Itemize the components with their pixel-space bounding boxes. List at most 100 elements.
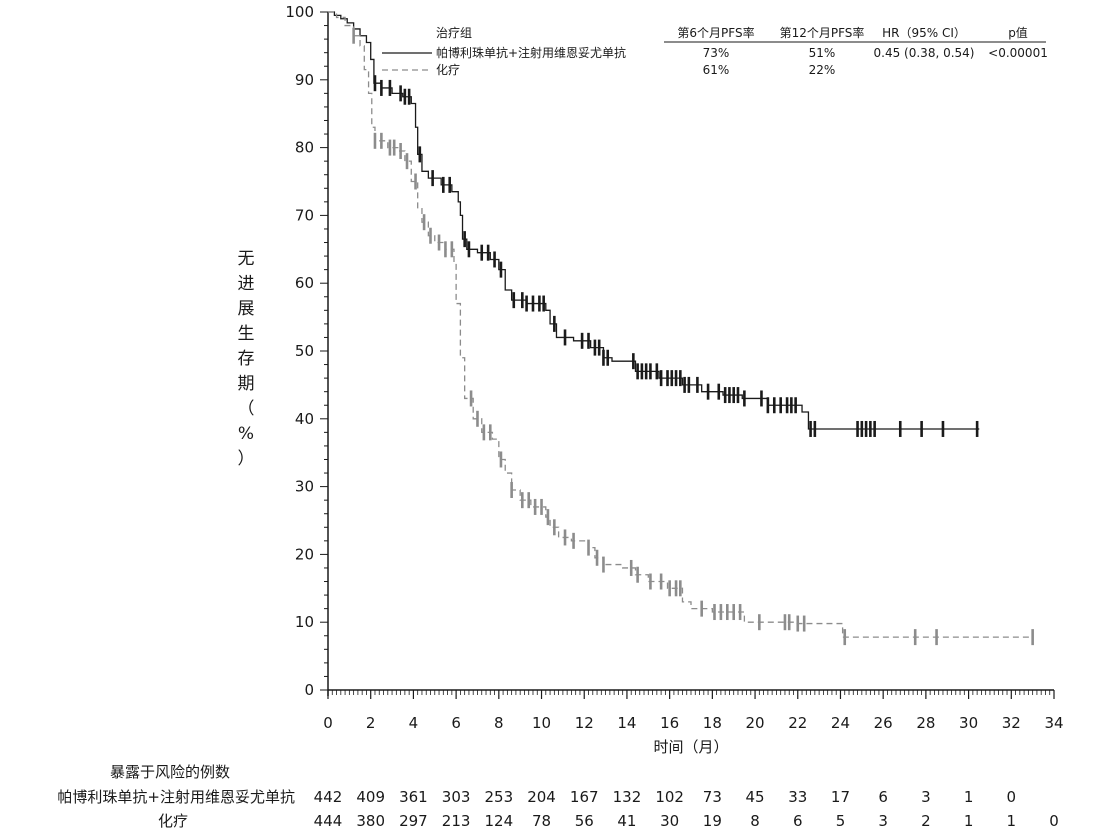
y-tick-label: 40: [295, 410, 314, 428]
y-axis-label-char: 存: [238, 349, 255, 369]
risk-value: 303: [442, 788, 471, 806]
risk-value: 297: [399, 812, 428, 830]
legend-header-p: p值: [1008, 25, 1028, 40]
x-tick-label: 10: [532, 714, 551, 732]
y-axis-label-char: 进: [238, 274, 255, 294]
x-tick-label: 6: [451, 714, 461, 732]
risk-value: 30: [660, 812, 679, 830]
x-axis-label: 时间（月）: [653, 738, 728, 756]
legend-hr-combo: 0.45 (0.38, 0.54): [874, 46, 975, 60]
risk-value: 41: [617, 812, 636, 830]
risk-value: 213: [442, 812, 471, 830]
risk-value: 3: [878, 812, 888, 830]
risk-value: 442: [314, 788, 343, 806]
legend-header-pfs12: 第12个月PFS率: [780, 25, 865, 40]
y-axis-label-char: %: [238, 424, 254, 444]
y-tick-label: 100: [285, 3, 314, 21]
survival-curves: [328, 11, 1034, 646]
risk-value: 253: [485, 788, 514, 806]
series-line-1: [328, 11, 1033, 638]
risk-value: 8: [750, 812, 760, 830]
legend-header-hr: HR（95% CI）: [882, 26, 966, 40]
legend-p-combo: <0.00001: [988, 46, 1048, 60]
x-tick-label: 30: [959, 714, 978, 732]
risk-value: 5: [836, 812, 846, 830]
legend-pfs6-chemo: 61%: [703, 63, 730, 77]
x-tick-label: 20: [746, 714, 765, 732]
risk-value: 6: [793, 812, 803, 830]
x-tick-label: 14: [617, 714, 636, 732]
x-tick-label: 28: [916, 714, 935, 732]
risk-value: 1: [1007, 812, 1017, 830]
legend-header-group: 治疗组: [436, 26, 472, 40]
risk-value: 167: [570, 788, 599, 806]
risk-row-label-chemo: 化疗: [158, 812, 188, 830]
risk-value: 1: [964, 812, 974, 830]
x-tick-label: 2: [366, 714, 376, 732]
x-tick-label: 4: [409, 714, 419, 732]
x-tick-label: 32: [1002, 714, 1021, 732]
y-axis-label-char: （: [238, 399, 255, 419]
series-line-0: [328, 11, 980, 430]
legend-name-combo: 帕博利珠单抗+注射用维恩妥尤单抗: [436, 45, 626, 60]
y-tick-label: 20: [295, 545, 314, 563]
risk-value: 2: [921, 812, 931, 830]
risk-value: 444: [314, 812, 343, 830]
risk-row-label-combo: 帕博利珠单抗+注射用维恩妥尤单抗: [57, 788, 295, 806]
x-tick-label: 24: [831, 714, 850, 732]
axes: [327, 12, 1054, 696]
x-tick-label: 26: [874, 714, 893, 732]
y-axis-label-char: 无: [238, 249, 255, 269]
series-0: [328, 11, 980, 437]
x-tick-label: 16: [660, 714, 679, 732]
legend-pfs6-combo: 73%: [703, 46, 730, 60]
risk-value: 3: [921, 788, 931, 806]
risk-value: 0: [1049, 812, 1059, 830]
risk-value: 19: [703, 812, 722, 830]
y-axis-label-char: 展: [238, 299, 255, 319]
risk-value: 361: [399, 788, 428, 806]
legend: 治疗组 第6个月PFS率 第12个月PFS率 HR（95% CI） p值 帕博利…: [382, 25, 1048, 77]
risk-value: 6: [878, 788, 888, 806]
y-tick-label: 60: [295, 274, 314, 292]
y-axis-label-char: 期: [238, 374, 255, 394]
y-axis-label-char: ）: [238, 449, 255, 469]
risk-value: 204: [527, 788, 556, 806]
y-tick-label: 50: [295, 342, 314, 360]
risk-value: 1: [964, 788, 974, 806]
series-1: [328, 11, 1034, 646]
y-tick-label: 70: [295, 206, 314, 224]
legend-header-pfs6: 第6个月PFS率: [677, 25, 754, 40]
x-tick-label: 22: [788, 714, 807, 732]
legend-name-chemo: 化疗: [436, 63, 460, 77]
x-tick-label: 34: [1044, 714, 1063, 732]
risk-value: 380: [356, 812, 385, 830]
risk-value: 17: [831, 788, 850, 806]
y-tick-label: 30: [295, 478, 314, 496]
y-tick-label: 80: [295, 139, 314, 157]
risk-value: 78: [532, 812, 551, 830]
legend-pfs12-chemo: 22%: [809, 63, 836, 77]
risk-value: 124: [485, 812, 514, 830]
risk-value: 102: [655, 788, 684, 806]
y-tick-label: 10: [295, 613, 314, 631]
risk-table-title: 暴露于风险的例数: [110, 763, 230, 781]
risk-value: 56: [575, 812, 594, 830]
x-tick-label: 8: [494, 714, 504, 732]
x-tick-label: 0: [323, 714, 333, 732]
risk-value: 132: [613, 788, 642, 806]
risk-value: 0: [1007, 788, 1017, 806]
risk-value: 73: [703, 788, 722, 806]
risk-value: 409: [356, 788, 385, 806]
x-tick-label: 12: [575, 714, 594, 732]
legend-pfs12-combo: 51%: [809, 46, 836, 60]
risk-value: 33: [788, 788, 807, 806]
y-tick-label: 90: [295, 71, 314, 89]
x-tick-label: 18: [703, 714, 722, 732]
y-axis-label-char: 生: [238, 324, 255, 344]
y-tick-label: 0: [304, 681, 314, 699]
risk-value: 45: [746, 788, 765, 806]
